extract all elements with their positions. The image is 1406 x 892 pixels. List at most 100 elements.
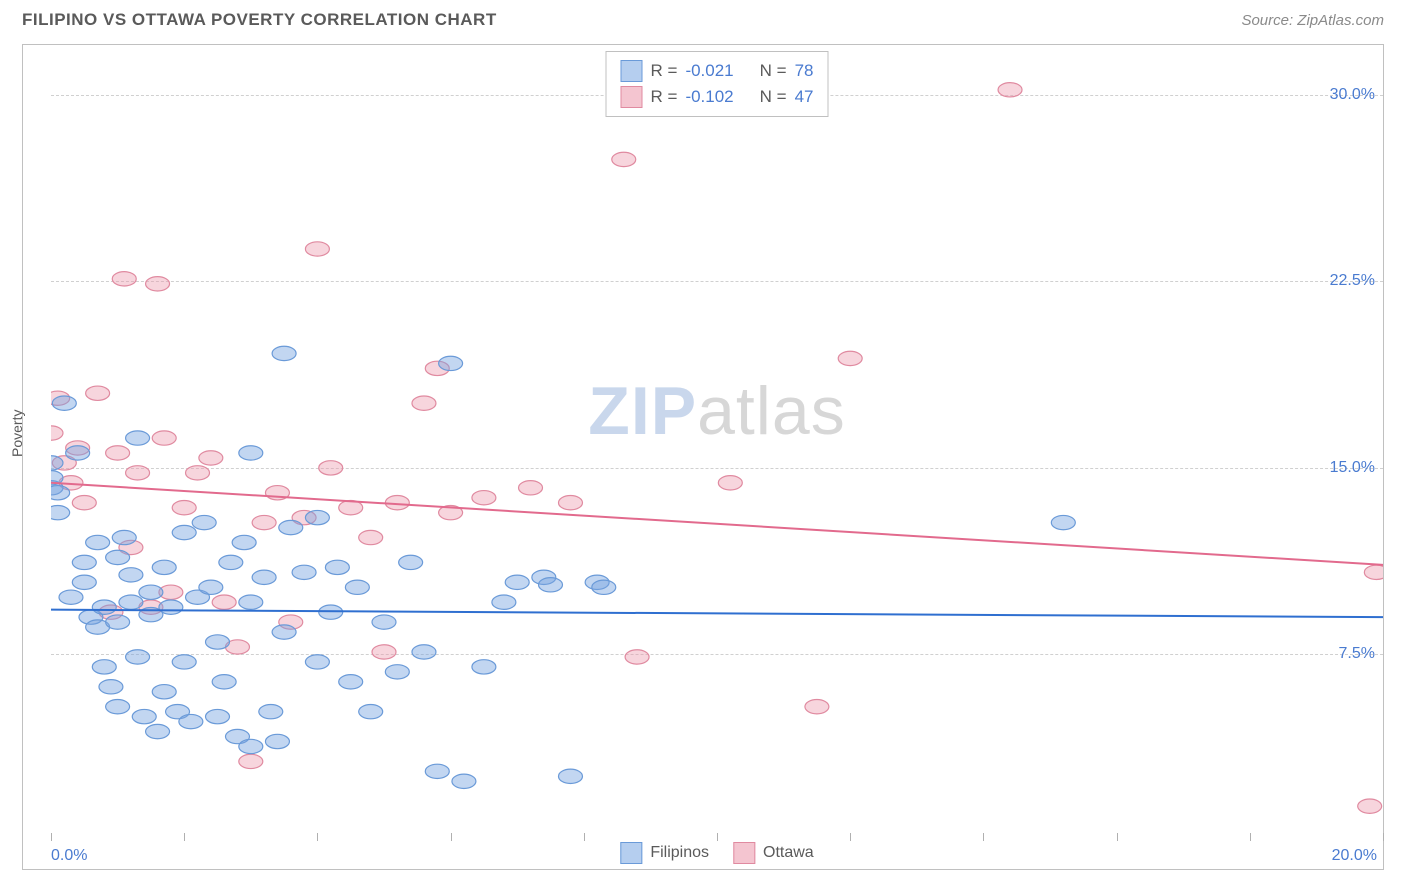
data-point (492, 595, 516, 609)
data-point (558, 496, 582, 510)
data-point (152, 685, 176, 699)
data-point (412, 396, 436, 410)
data-point (51, 505, 70, 519)
data-point (505, 575, 529, 589)
data-point (359, 704, 383, 718)
data-point (345, 580, 369, 594)
data-point (106, 700, 130, 714)
data-point (179, 714, 203, 728)
data-point (612, 152, 636, 166)
legend-item-filipinos: Filipinos (620, 842, 709, 864)
n-label: N = (760, 87, 787, 107)
data-point (439, 356, 463, 370)
data-point (272, 346, 296, 360)
data-point (199, 451, 223, 465)
data-point (126, 466, 150, 480)
legend-row-ottawa: R = -0.102 N = 47 (621, 84, 814, 110)
x-tick (1383, 833, 1384, 841)
data-point (252, 570, 276, 584)
data-point (292, 565, 316, 579)
data-point (172, 655, 196, 669)
x-tick-min: 0.0% (51, 847, 87, 865)
y-axis-label: Poverty (9, 410, 25, 457)
x-axis: 0.0% 20.0% Filipinos Ottawa (51, 841, 1383, 869)
data-point (325, 560, 349, 574)
data-point (472, 660, 496, 674)
correlation-legend: R = -0.021 N = 78 R = -0.102 N = 47 (606, 51, 829, 117)
data-point (272, 625, 296, 639)
data-point (212, 595, 236, 609)
data-point (232, 535, 256, 549)
data-point (92, 600, 116, 614)
data-point (519, 481, 543, 495)
r-label: R = (651, 61, 678, 81)
data-point (51, 426, 63, 440)
data-point (92, 660, 116, 674)
swatch-ottawa (733, 842, 755, 864)
data-point (99, 680, 123, 694)
data-point (339, 675, 363, 689)
data-point (112, 530, 136, 544)
legend-label-ottawa: Ottawa (763, 844, 814, 862)
data-point (199, 580, 223, 594)
data-point (212, 675, 236, 689)
data-point (139, 585, 163, 599)
trend-line (51, 610, 1383, 617)
data-point (86, 535, 110, 549)
data-point (119, 595, 143, 609)
data-point (206, 635, 230, 649)
data-point (126, 431, 150, 445)
scatter-plot (51, 45, 1383, 841)
data-point (239, 595, 263, 609)
data-point (126, 650, 150, 664)
data-point (412, 645, 436, 659)
data-point (1051, 515, 1075, 529)
data-point (192, 515, 216, 529)
data-point (172, 525, 196, 539)
data-point (52, 396, 76, 410)
data-point (558, 769, 582, 783)
data-point (146, 724, 170, 738)
data-point (206, 709, 230, 723)
data-point (146, 277, 170, 291)
data-point (51, 486, 70, 500)
data-point (72, 555, 96, 569)
trend-line (51, 483, 1383, 565)
data-point (252, 515, 276, 529)
plot-area: ZIPatlas 7.5%15.0%22.5%30.0% R = -0.021 … (51, 45, 1383, 841)
data-point (132, 709, 156, 723)
data-point (592, 580, 616, 594)
data-point (239, 739, 263, 753)
data-point (72, 575, 96, 589)
n-label: N = (760, 61, 787, 81)
series-legend: Filipinos Ottawa (620, 842, 813, 864)
chart-title: FILIPINO VS OTTAWA POVERTY CORRELATION C… (22, 10, 497, 30)
data-point (319, 461, 343, 475)
data-point (186, 466, 210, 480)
data-point (838, 351, 862, 365)
data-point (998, 83, 1022, 97)
data-point (718, 476, 742, 490)
data-point (152, 560, 176, 574)
data-point (279, 520, 303, 534)
data-point (372, 645, 396, 659)
data-point (1358, 799, 1382, 813)
data-point (359, 530, 383, 544)
legend-item-ottawa: Ottawa (733, 842, 814, 864)
data-point (106, 615, 130, 629)
data-point (112, 272, 136, 286)
data-point (72, 496, 96, 510)
data-point (265, 734, 289, 748)
data-point (372, 615, 396, 629)
data-point (399, 555, 423, 569)
legend-row-filipinos: R = -0.021 N = 78 (621, 58, 814, 84)
data-point (805, 700, 829, 714)
data-point (159, 600, 183, 614)
data-point (119, 568, 143, 582)
data-point (259, 704, 283, 718)
data-point (385, 665, 409, 679)
source-label: Source: ZipAtlas.com (1241, 12, 1384, 29)
data-point (1364, 565, 1383, 579)
data-point (172, 501, 196, 515)
data-point (106, 550, 130, 564)
